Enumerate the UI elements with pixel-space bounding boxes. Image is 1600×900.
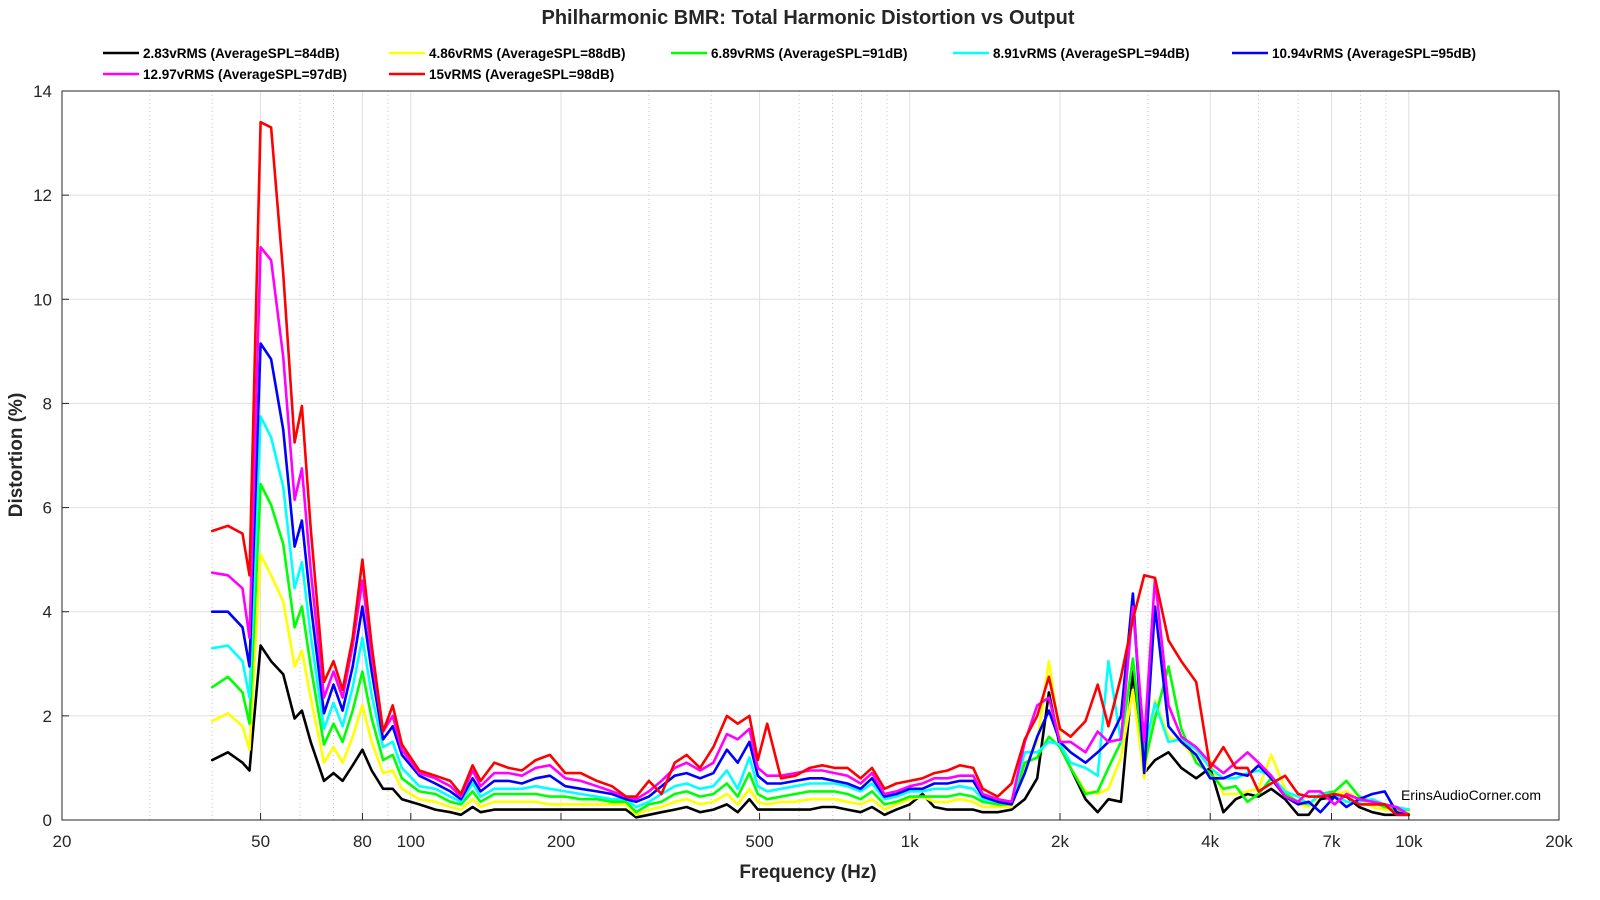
x-tick-label: 200 [547, 832, 575, 851]
series-line-3 [210, 482, 1411, 814]
y-tick-label: 6 [43, 499, 52, 518]
y-tick-label: 2 [43, 707, 52, 726]
y-axis-ticks: 0 2 4 6 8 10 12 14 [33, 82, 69, 830]
plot-area [61, 90, 1560, 821]
x-tick-label: 20k [1545, 832, 1573, 851]
y-tick-label: 4 [43, 603, 52, 622]
x-tick-label: 80 [353, 832, 372, 851]
legend-label-4: 8.91vRMS (AverageSPL=94dB) [993, 46, 1189, 61]
x-axis-ticks: 20 50 80 100 200 500 1k 2k 4k 7k 10k 20k [53, 813, 1573, 851]
series-lines [210, 120, 1411, 819]
series-line-1 [210, 644, 1411, 819]
series-line-5 [210, 342, 1411, 817]
x-tick-label: 10k [1395, 832, 1423, 851]
y-tick-label: 8 [43, 394, 52, 413]
legend-label-6: 12.97vRMS (AverageSPL=97dB) [143, 67, 347, 82]
x-tick-label: 50 [251, 832, 270, 851]
x-tick-label: 500 [745, 832, 773, 851]
legend-label-5: 10.94vRMS (AverageSPL=95dB) [1272, 46, 1476, 61]
x-tick-label: 2k [1051, 832, 1069, 851]
legend-label-3: 6.89vRMS (AverageSPL=91dB) [711, 46, 907, 61]
x-tick-label: 4k [1201, 832, 1219, 851]
watermark: ErinsAudioCorner.com [1401, 787, 1541, 803]
y-tick-label: 10 [33, 290, 52, 309]
series-line-7 [210, 120, 1411, 817]
x-tick-label: 7k [1323, 832, 1341, 851]
legend-label-1: 2.83vRMS (AverageSPL=84dB) [143, 46, 339, 61]
chart-title: Philharmonic BMR: Total Harmonic Distort… [542, 7, 1075, 29]
legend: 2.83vRMS (AverageSPL=84dB) 4.86vRMS (Aver… [103, 46, 1476, 82]
x-axis-label: Frequency (Hz) [739, 862, 876, 883]
y-tick-label: 0 [43, 811, 52, 830]
x-tick-label: 100 [397, 832, 425, 851]
x-tick-label: 20 [53, 832, 72, 851]
legend-label-7: 15vRMS (AverageSPL=98dB) [429, 67, 614, 82]
y-tick-label: 12 [33, 186, 52, 205]
y-axis-label: Distortion (%) [6, 393, 27, 518]
y-tick-label: 14 [33, 82, 52, 101]
x-tick-label: 1k [901, 832, 919, 851]
series-line-4 [210, 415, 1411, 811]
legend-label-2: 4.86vRMS (AverageSPL=88dB) [429, 46, 625, 61]
